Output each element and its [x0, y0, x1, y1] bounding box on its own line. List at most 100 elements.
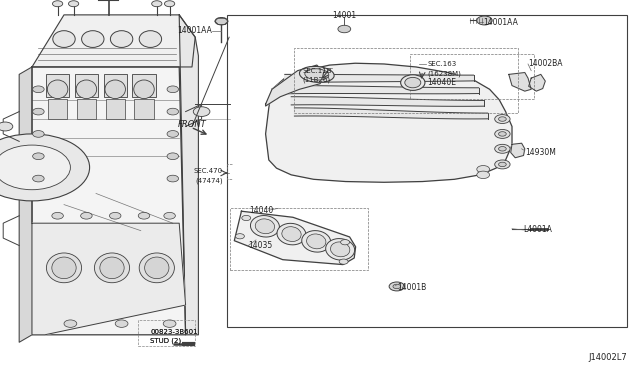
- Circle shape: [64, 320, 77, 327]
- Circle shape: [495, 160, 510, 169]
- Bar: [294, 48, 518, 113]
- Circle shape: [33, 108, 44, 115]
- Circle shape: [236, 234, 244, 239]
- Text: SEC.11B: SEC.11B: [302, 68, 332, 74]
- Ellipse shape: [52, 31, 76, 48]
- Circle shape: [0, 122, 13, 131]
- Ellipse shape: [305, 69, 329, 80]
- Polygon shape: [509, 73, 531, 91]
- Circle shape: [33, 153, 44, 160]
- Circle shape: [495, 144, 510, 153]
- Circle shape: [167, 86, 179, 93]
- Text: 14001B: 14001B: [397, 283, 426, 292]
- Ellipse shape: [277, 223, 306, 245]
- Circle shape: [167, 131, 179, 137]
- Circle shape: [81, 212, 92, 219]
- Circle shape: [477, 171, 490, 179]
- Text: 00823-3B601: 00823-3B601: [150, 329, 198, 335]
- Text: SEC.470: SEC.470: [193, 168, 223, 174]
- Text: 00823-3B601: 00823-3B601: [150, 329, 198, 335]
- Ellipse shape: [46, 253, 82, 283]
- Text: 14001AA: 14001AA: [178, 26, 212, 35]
- Polygon shape: [32, 223, 186, 335]
- Polygon shape: [266, 65, 326, 106]
- Ellipse shape: [140, 253, 174, 283]
- Circle shape: [338, 25, 351, 33]
- Bar: [230, 208, 368, 270]
- Circle shape: [33, 175, 44, 182]
- Ellipse shape: [100, 257, 124, 279]
- Bar: [134, 99, 154, 119]
- Ellipse shape: [145, 257, 169, 279]
- Circle shape: [495, 115, 510, 124]
- Bar: [138, 320, 195, 346]
- Ellipse shape: [105, 80, 125, 99]
- Ellipse shape: [250, 215, 280, 237]
- Text: SEC.163: SEC.163: [428, 61, 457, 67]
- Polygon shape: [234, 211, 356, 264]
- Polygon shape: [19, 67, 32, 342]
- Ellipse shape: [47, 80, 68, 99]
- Circle shape: [167, 108, 179, 115]
- Ellipse shape: [282, 227, 301, 241]
- Circle shape: [109, 212, 121, 219]
- Text: (11B26): (11B26): [302, 77, 330, 83]
- Circle shape: [499, 132, 506, 136]
- Bar: [48, 99, 67, 119]
- Text: (47474): (47474): [195, 177, 223, 184]
- Circle shape: [477, 16, 492, 25]
- Bar: [132, 74, 156, 97]
- Circle shape: [242, 215, 251, 221]
- Ellipse shape: [95, 253, 129, 283]
- Circle shape: [68, 1, 79, 7]
- Text: 14001AA: 14001AA: [483, 18, 518, 27]
- Text: 14002BA: 14002BA: [528, 60, 563, 68]
- Text: 14930M: 14930M: [525, 148, 556, 157]
- Circle shape: [215, 17, 228, 25]
- Circle shape: [167, 175, 179, 182]
- Circle shape: [164, 212, 175, 219]
- Ellipse shape: [255, 219, 275, 234]
- Circle shape: [152, 1, 162, 7]
- Text: J14002L7: J14002L7: [588, 353, 627, 362]
- Bar: [75, 74, 98, 97]
- Ellipse shape: [307, 234, 326, 249]
- Polygon shape: [285, 74, 474, 83]
- Bar: [77, 99, 96, 119]
- Text: FRONT: FRONT: [178, 120, 207, 129]
- Polygon shape: [529, 74, 545, 91]
- Text: (16238M): (16238M): [428, 70, 461, 77]
- Polygon shape: [288, 86, 479, 94]
- Text: 14040: 14040: [250, 206, 274, 215]
- Ellipse shape: [330, 242, 350, 257]
- Ellipse shape: [326, 238, 355, 260]
- Polygon shape: [291, 97, 484, 106]
- Circle shape: [499, 147, 506, 151]
- Circle shape: [0, 145, 70, 190]
- Ellipse shape: [134, 80, 154, 99]
- Circle shape: [52, 1, 63, 7]
- Polygon shape: [511, 143, 525, 158]
- Bar: [46, 74, 69, 97]
- Circle shape: [167, 153, 179, 160]
- Text: 14035: 14035: [248, 241, 273, 250]
- Polygon shape: [266, 63, 512, 182]
- Circle shape: [163, 320, 176, 327]
- Circle shape: [340, 240, 349, 245]
- Circle shape: [339, 259, 348, 264]
- Circle shape: [52, 212, 63, 219]
- Text: 14001: 14001: [332, 11, 356, 20]
- Text: STUD (2): STUD (2): [150, 337, 182, 344]
- Ellipse shape: [301, 231, 331, 252]
- Circle shape: [0, 134, 90, 201]
- Circle shape: [33, 131, 44, 137]
- Text: L4001A: L4001A: [524, 225, 552, 234]
- Bar: [227, 15, 627, 327]
- Circle shape: [477, 166, 490, 173]
- Bar: [106, 99, 125, 119]
- Circle shape: [499, 117, 506, 121]
- Circle shape: [138, 212, 150, 219]
- Bar: [104, 74, 127, 97]
- Circle shape: [164, 1, 175, 7]
- Text: STUD (2): STUD (2): [150, 337, 182, 344]
